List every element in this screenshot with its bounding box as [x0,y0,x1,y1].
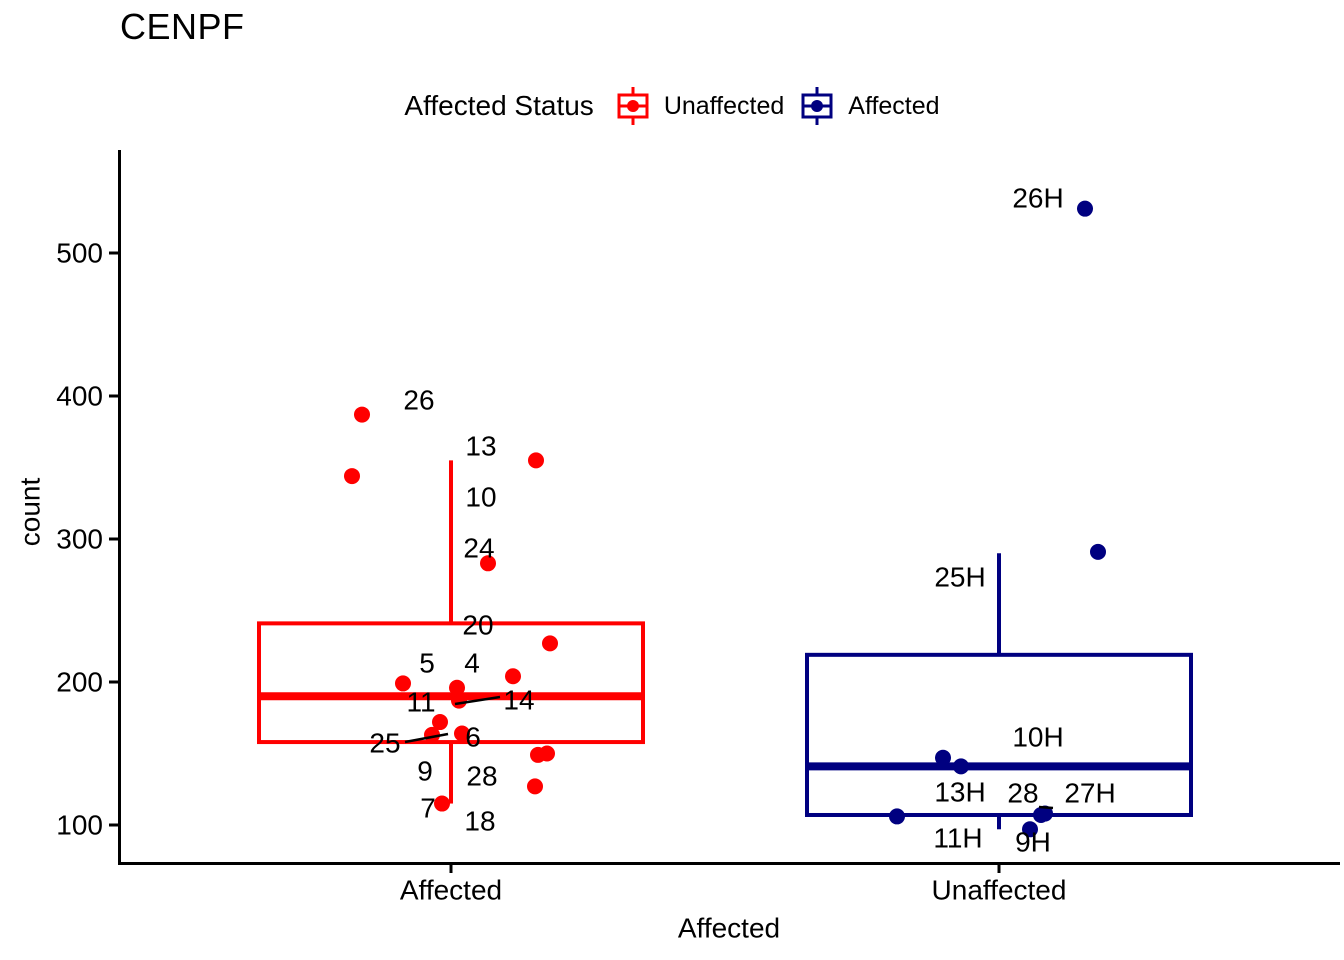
legend-item-affected: Affected [800,85,940,127]
point-label: 14 [503,685,534,716]
point-label: 18 [464,806,495,837]
point-label: 25H [934,562,985,593]
point-label: 11H [933,823,982,854]
data-point [505,668,521,685]
x-tick-label: Unaffected [932,875,1067,906]
data-point [354,406,370,423]
legend-label: Unaffected [663,91,785,120]
point-label: 13H [934,777,985,808]
point-label: 7 [420,793,436,824]
y-axis-title: count [15,478,46,547]
point-label: 25 [369,728,400,759]
point-label: 10H [1012,722,1063,753]
boxplot-key-icon [617,87,649,125]
boxplot-key-icon [801,87,833,125]
y-tick-label: 200 [56,667,103,698]
point-label: 28 [466,761,497,792]
label-connector [454,695,501,706]
point-label: 24 [463,533,494,564]
x-tick-label: Affected [400,875,502,906]
data-point [935,749,951,766]
y-tick-label: 500 [56,238,103,269]
point-label: 27H [1064,778,1115,809]
data-point [530,746,546,763]
y-tick-label: 300 [56,524,103,555]
legend-title: Affected Status [404,90,594,121]
data-point [449,679,465,696]
data-point [528,452,544,469]
point-label: 13 [465,431,496,462]
data-point [953,758,969,775]
data-point [480,555,496,572]
label-connector [1038,805,1054,810]
point-label: 28 [1007,778,1038,809]
data-point [1077,200,1093,217]
boxplot-box [805,652,1193,817]
data-point [1022,821,1038,838]
point-label: 6 [465,722,481,753]
data-point [527,778,543,795]
data-point [542,635,558,652]
point-label: 10 [465,482,496,513]
data-point [1037,805,1053,822]
point-label: 20 [462,610,493,641]
data-point [1090,543,1106,560]
point-label: 4 [464,648,480,679]
data-point [454,725,470,742]
data-point [395,675,411,692]
legend: Affected Status Unaffected Affected [0,84,1344,128]
data-point [344,468,360,485]
data-point [889,808,905,825]
point-label: 26 [403,385,434,416]
point-label: 5 [419,648,435,679]
legend-label: Affected [848,91,940,120]
point-label: 11 [406,687,435,718]
data-point [451,692,467,709]
point-label: 9H [1015,827,1051,858]
point-label: 26H [1012,183,1063,214]
y-tick-label: 400 [56,381,103,412]
y-tick-label: 100 [56,810,103,841]
x-axis-title: Affected [678,913,780,944]
data-point [434,795,450,812]
data-point [432,714,448,731]
label-connector [404,732,449,744]
plot-title: CENPF [120,6,245,47]
point-label: 9 [417,756,433,787]
legend-item-unaffected: Unaffected [616,85,784,127]
